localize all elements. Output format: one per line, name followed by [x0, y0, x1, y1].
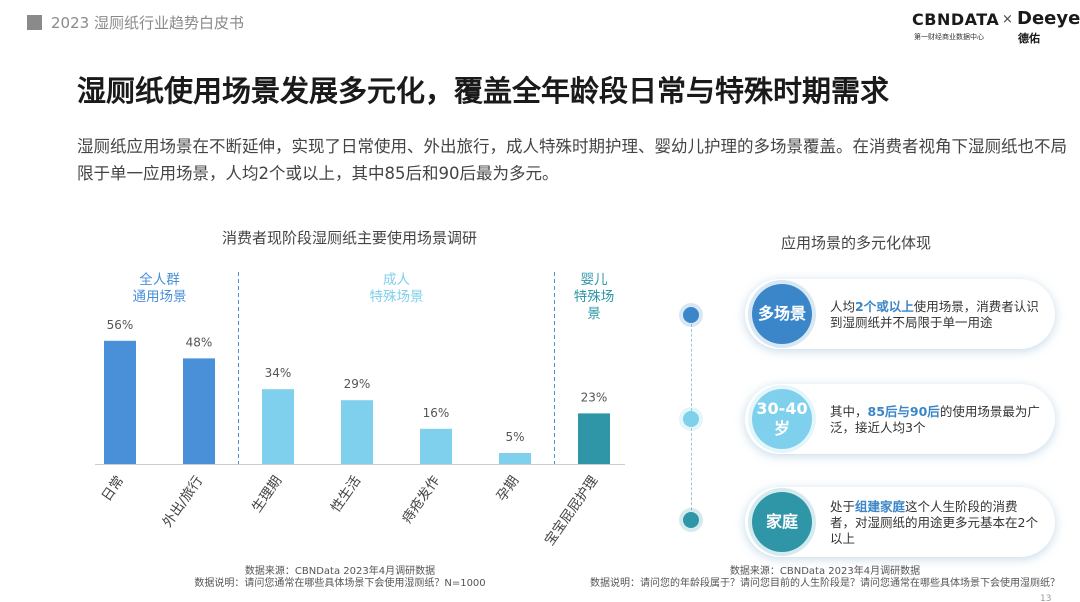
chart-title: 消费者现阶段湿厕纸主要使用场景调研: [222, 229, 478, 247]
group-label-0-line-0: 全人群: [139, 271, 180, 288]
category-label-0: 日常: [99, 473, 128, 504]
deeyeo-logo: Deeyeo: [1017, 8, 1080, 29]
group-label-1-line-1: 特殊场景: [370, 289, 424, 305]
category-label-5: 孕期: [494, 473, 523, 504]
intro-paragraph: 湿厕纸应用场景在不断延伸，实现了日常使用、外出旅行，成人特殊时期护理、婴幼儿护理…: [77, 137, 1067, 183]
scenario-badge-1: 30-40 岁: [752, 389, 812, 449]
chart-source-line-2: 数据说明：请问您通常在哪些具体场景下会使用湿厕纸？N=1000: [194, 578, 486, 589]
chart-source-line-1: 数据来源：CBNData 2023年4月调研数据: [244, 566, 436, 577]
value-label-3: 29%: [344, 377, 371, 391]
timeline-dot-1: [683, 411, 699, 427]
category-label-4: 痔疮发作: [398, 473, 443, 527]
scenario-text-0: 人均2个或以上使用场景，消费者认识到湿厕纸并不局限于单一用途: [830, 299, 1039, 330]
value-label-2: 34%: [265, 366, 292, 380]
scenario-highlight-1: 85后与90后: [867, 404, 940, 419]
chart-category-labels: 日常 外出/旅行 生理期 性生活 痔疮发作 孕期 宝宝屁屁护理: [99, 473, 602, 549]
value-label-1: 48%: [186, 335, 213, 349]
value-label-0: 56%: [107, 318, 134, 332]
scenario-badge-line-0-0: 多场景: [757, 304, 806, 323]
right-panel-title: 应用场景的多元化体现: [781, 234, 932, 252]
category-label-6: 宝宝屁屁护理: [542, 473, 602, 549]
value-label-5: 5%: [505, 430, 524, 444]
category-label-2: 生理期: [249, 473, 285, 515]
scenario-badge-2: 家庭: [752, 492, 812, 552]
group-label-0-line-1: 通用场景: [133, 289, 187, 305]
page-number: 13: [1040, 594, 1052, 602]
value-label-6: 23%: [581, 390, 608, 404]
chart-source-note: 数据来源：CBNData 2023年4月调研数据 数据说明：请问您通常在哪些具体…: [110, 566, 570, 590]
scenario-badge-line-1-1: 岁: [773, 419, 790, 438]
chart-group-dividers: [238, 272, 555, 464]
deeyeo-logo-subtitle: 德佑: [1018, 32, 1040, 45]
bar-2: [262, 389, 294, 464]
cbndata-logo: CBNDATA: [912, 10, 1000, 29]
scenario-text-1: 其中，85后与90后的使用场景最为广泛，接近人均3个: [830, 404, 1040, 435]
logo-separator: ×: [1002, 12, 1013, 27]
bar-0: [104, 340, 136, 464]
chart-value-labels: 56% 48% 34% 29% 16% 5% 23%: [107, 318, 608, 444]
scenario-highlight-0: 2个或以上: [855, 299, 914, 314]
bar-4: [420, 428, 452, 464]
value-label-4: 16%: [423, 406, 450, 420]
brand-logos: CBNDATA 第一财经商业数据中心 × Deeyeo 德佑: [912, 8, 1080, 45]
page-title: 湿厕纸使用场景发展多元化，覆盖全年龄段日常与特殊时期需求: [77, 74, 890, 108]
bar-5: [499, 453, 531, 464]
timeline-dot-0: [683, 307, 699, 323]
cbndata-logo-subtitle: 第一财经商业数据中心: [914, 33, 984, 41]
group-label-2-line-1: 特殊场: [574, 289, 615, 305]
header-square-icon: [27, 15, 42, 30]
group-label-2-line-0: 婴儿: [581, 272, 609, 288]
right-source-note: 数据来源：CBNData 2023年4月调研数据 数据说明：请问您的年龄段属于？…: [590, 566, 1060, 590]
scenario-badge-line-2-0: 家庭: [765, 512, 798, 531]
scenario-badge-0: 多场景: [752, 284, 812, 344]
bar-6: [578, 413, 610, 464]
bar-1: [183, 358, 215, 464]
chart-bars: [104, 340, 610, 464]
report-title: 2023 湿厕纸行业趋势白皮书: [51, 14, 244, 32]
scenario-text-2: 处于组建家庭这个人生阶段的消费者，对湿厕纸的用途更多元基本在2个以上: [830, 499, 1038, 546]
bar-3: [341, 400, 373, 464]
right-source-line-1: 数据来源：CBNData 2023年4月调研数据: [729, 566, 921, 577]
right-source-line-2: 数据说明：请问您的年龄段属于？请问您目前的人生阶段是？请问您通常在哪些具体场景下…: [590, 578, 1060, 589]
group-label-1-line-0: 成人: [383, 272, 410, 288]
category-label-1: 外出/旅行: [160, 473, 207, 530]
scenario-highlight-2: 组建家庭: [855, 499, 906, 514]
group-label-2-line-2: 景: [587, 306, 601, 322]
scenario-badge-line-1-0: 30-40: [756, 399, 808, 418]
category-label-3: 性生活: [328, 473, 364, 515]
timeline-dot-2: [683, 512, 699, 528]
